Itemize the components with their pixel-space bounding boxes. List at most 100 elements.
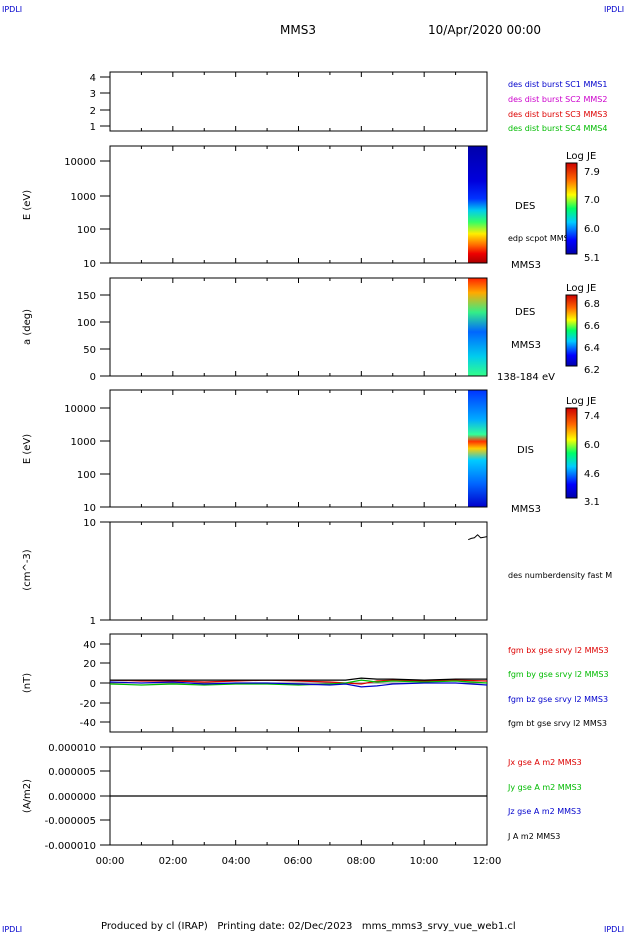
y-tick-label: 3 [90,89,96,100]
density-ylabel: (cm^-3) [22,549,33,590]
burst-panel: 4 3 2 1 des dist burst SC1 MMS1 des dist… [90,71,607,133]
des-energy-spectrogram-block [468,146,487,263]
bfield-series-group [109,677,488,688]
bfield-series-line [110,677,487,681]
corner-label-top-right: IPDLI [604,5,624,14]
time-tick-label: 04:00 [222,856,251,867]
bfield-ylabel: (nT) [22,673,33,693]
y-tick-label: 4 [90,73,96,84]
colorbar-title: Log JE [566,396,596,407]
bfield-series-line [109,679,488,686]
colorbar-title: Log JE [566,151,596,162]
y-tick-label: 100 [77,318,96,329]
legend-burst-mms4: des dist burst SC4 MMS4 [508,124,607,133]
bfield-panel: (nT) 40 20 0 -20 -40 fgm bx gse srvy l2 … [22,633,609,733]
colorbar-tick: 4.6 [584,469,600,480]
legend-j: J A m2 MMS3 [507,832,560,841]
y-tick-label: -40 [80,718,96,729]
colorbar-title: Log JE [566,283,596,294]
y-tick-label: -0.000010 [45,841,96,852]
colorbar-tick: 7.9 [584,167,600,178]
colorbar-tick: 7.4 [584,411,600,422]
y-tick-label: 2 [90,106,96,117]
legend-jy: Jy gse A m2 MMS3 [507,783,582,792]
y-tick-label: 10 [83,259,96,270]
des-pitch-panel: a (deg) 150 100 50 0 DES MMS3 138-184 eV… [22,277,600,383]
legend-jz: Jz gse A m2 MMS3 [507,807,581,816]
density-panel: (cm^-3) 10 1 des numberdensity fast M [22,518,612,627]
dis-energy-ylabel: E (eV) [22,434,33,464]
colorbar-tick: 3.1 [584,497,600,508]
time-tick-label: 00:00 [96,856,125,867]
colorbar-tick: 6.0 [584,440,600,451]
colorbar [565,294,578,367]
des-energy-ylabel: E (eV) [22,190,33,220]
current-panel: (A/m2) 0.000010 0.000005 0.000000 -0.000… [22,743,582,852]
des-sc-label: MMS3 [511,260,541,271]
colorbar [565,162,578,255]
dis-species-label: DIS [517,445,534,456]
y-tick-label: 100 [77,470,96,481]
y-tick-label: 0.000010 [48,743,96,754]
colorbar-tick: 6.4 [584,343,600,354]
y-tick-label: 0.000000 [48,792,96,803]
legend-by: fgm by gse srvy l2 MMS3 [508,670,609,679]
time-tick-label: 06:00 [284,856,313,867]
corner-label-bottom-left: IPDLI [2,925,22,934]
y-tick-label: 150 [77,291,96,302]
time-tick-label: 10:00 [410,856,439,867]
colorbar-tick: 6.8 [584,299,600,310]
density-series-line [468,534,488,541]
y-tick-label: 1000 [71,192,96,203]
y-tick-label: 10 [83,503,96,514]
dis-energy-spectrogram-block [468,390,487,507]
time-tick-label: 08:00 [347,856,376,867]
des-pitch-species-label: DES [515,307,535,318]
des-energy-panel: E (eV) 10000 1000 100 10 DES edp scpot M… [22,145,600,271]
y-tick-label: 20 [83,659,96,670]
colorbar-tick: 5.1 [584,253,600,264]
y-tick-label: 10000 [64,404,96,415]
legend-burst-mms2: des dist burst SC2 MMS2 [508,95,607,104]
y-tick-label: 10 [83,518,96,529]
colorbar-tick: 6.6 [584,321,600,332]
colorbar-tick: 6.2 [584,365,600,376]
y-tick-label: -0.000005 [45,816,96,827]
legend-bz: fgm bz gse srvy l2 MMS3 [508,695,608,704]
time-tick-label: 12:00 [473,856,502,867]
legend-burst-mms1: des dist burst SC1 MMS1 [508,80,607,89]
colorbar [565,407,578,499]
scpot-label: edp scpot MMS3 [508,234,574,243]
des-pitch-spectrogram-block [468,278,487,376]
y-tick-label: 1 [90,616,96,627]
date-title: 10/Apr/2020 00:00 [428,23,541,37]
dis-sc-label: MMS3 [511,504,541,515]
des-pitch-sc-label: MMS3 [511,340,541,351]
colorbar-tick: 6.0 [584,224,600,235]
legend-burst-mms3: des dist burst SC3 MMS3 [508,110,607,119]
density-legend: des numberdensity fast M [508,571,612,580]
colorbar-tick: 7.0 [584,195,600,206]
bfield-series-line [109,681,488,688]
spacecraft-title: MMS3 [280,23,316,37]
y-tick-label: 100 [77,225,96,236]
y-tick-label: 1000 [71,437,96,448]
y-tick-label: 40 [83,640,96,651]
current-ylabel: (A/m2) [22,779,33,813]
corner-label-bottom-right: IPDLI [604,925,624,934]
legend-jx: Jx gse A m2 MMS3 [507,758,582,767]
time-axis-labels: 00:00 02:00 04:00 06:00 08:00 10:00 12:0… [96,856,502,867]
y-tick-label: 0.000005 [48,767,96,778]
dis-energy-panel: E (eV) 10000 1000 100 10 DIS MMS3 Log JE… [22,389,600,515]
y-tick-label: 10000 [64,157,96,168]
pitch-energy-label: 138-184 eV [497,372,555,383]
legend-bx: fgm bx gse srvy l2 MMS3 [508,646,609,655]
bfield-series-line [109,679,488,685]
y-tick-label: 0 [90,372,96,383]
corner-label-top-left: IPDLI [2,5,22,14]
legend-bt: fgm bt gse srvy l2 MMS3 [508,719,607,728]
footer-credits: Produced by cl (IRAP) Printing date: 02/… [101,921,516,932]
des-pitch-ylabel: a (deg) [22,309,33,345]
des-species-label: DES [515,201,535,212]
